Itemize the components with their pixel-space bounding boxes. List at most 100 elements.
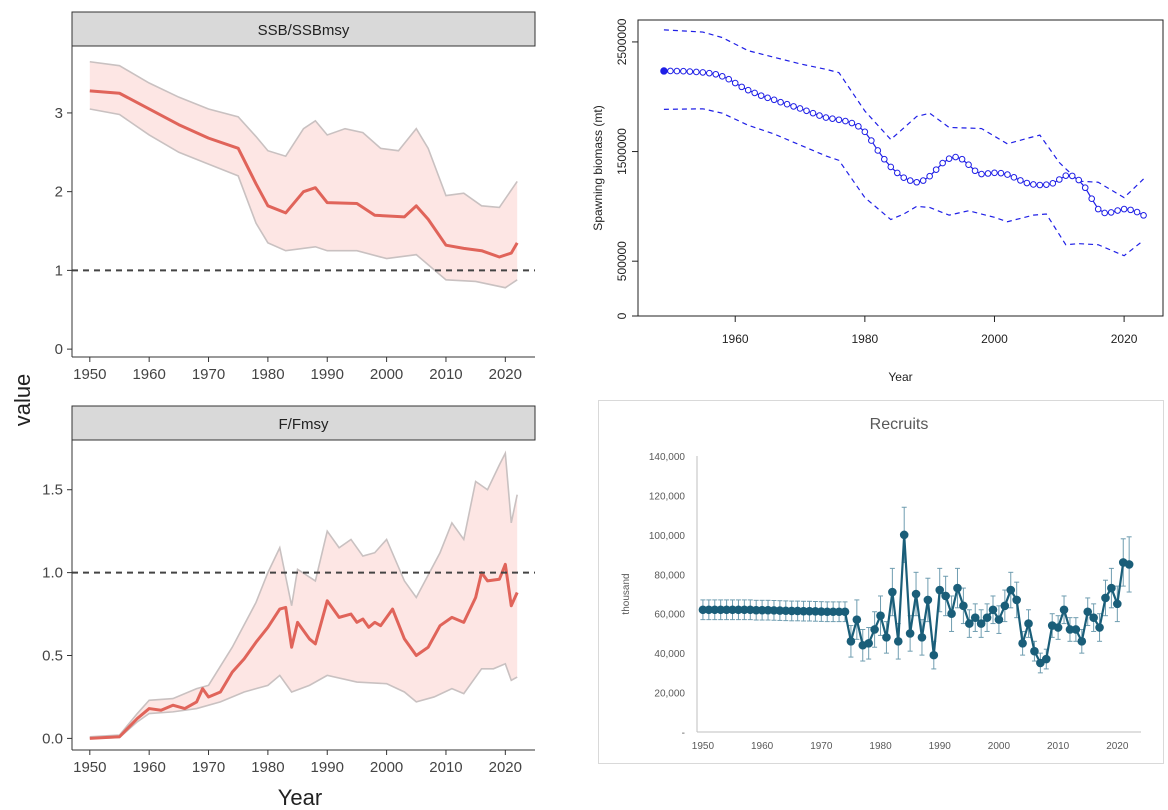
- recruits-point: [970, 613, 980, 622]
- plot-border: [637, 19, 1164, 317]
- x-tick-label: 1980: [869, 741, 892, 752]
- estimate-point: [1010, 174, 1018, 181]
- estimate-point: [796, 105, 804, 112]
- estimate-point: [1133, 208, 1141, 216]
- estimate-point: [945, 155, 953, 162]
- recruits-point: [822, 607, 832, 617]
- recruits-point: [734, 605, 743, 615]
- y-tick-label: -: [682, 728, 685, 739]
- x-tick-label: 2010: [429, 366, 462, 383]
- y-axis-title: Spawning biomass (mt): [591, 105, 605, 230]
- x-tick-label: 1950: [692, 741, 715, 752]
- recruits-point: [1059, 605, 1069, 615]
- recruits-point: [828, 607, 838, 617]
- estimate-point: [965, 161, 972, 169]
- x-tick-label: 2010: [1047, 741, 1070, 752]
- recruits-point: [893, 637, 903, 646]
- estimate-point: [997, 169, 1005, 177]
- estimate-point: [1049, 180, 1057, 187]
- estimate-point: [790, 103, 797, 110]
- x-tick-label: 2010: [429, 759, 462, 776]
- x-tick-label: 1970: [810, 741, 833, 752]
- estimate-point: [777, 98, 784, 106]
- estimate-point: [693, 68, 700, 76]
- x-tick-label: 1950: [73, 366, 106, 383]
- recruits-point: [988, 605, 998, 615]
- facet-chart-left: value Year SSB/SSBmsy 0 1 2 3 1950 1960 1970 198…: [10, 11, 536, 810]
- recruits-point: [722, 605, 731, 615]
- x-tick-label: 1960: [722, 332, 749, 346]
- y-tick-label: 0: [615, 312, 629, 319]
- recruits-point: [965, 619, 974, 628]
- estimate-point: [660, 67, 668, 75]
- estimate-point: [803, 107, 810, 115]
- recruits-point: [870, 625, 879, 634]
- estimate-point: [874, 147, 882, 154]
- estimate-point: [900, 174, 908, 181]
- recruits-point: [953, 583, 962, 593]
- recruits-point: [799, 606, 808, 616]
- y-tick-label: 40,000: [654, 649, 685, 660]
- y-tick-label: 0.5: [42, 648, 63, 665]
- y-tick-label: 1: [55, 262, 63, 279]
- y-tick-label: 20,000: [654, 689, 685, 700]
- facet-ssb-ssbmsy: SSB/SSBmsy 0 1 2 3 1950 1960 1970 1980 1990 2000 20…: [55, 11, 536, 383]
- recruits-point: [1107, 583, 1116, 593]
- estimate-point: [978, 170, 985, 178]
- x-tick-label: 1990: [311, 366, 344, 383]
- recruits-point: [840, 607, 850, 617]
- recruits-point: [905, 629, 915, 638]
- estimate-point: [1120, 205, 1128, 213]
- estimate-point: [958, 155, 966, 163]
- estimate-point: [1127, 206, 1134, 214]
- y-tick-label: 500000: [615, 241, 629, 281]
- chart-title: Recruits: [870, 416, 929, 433]
- y-tick-label: 120,000: [649, 491, 686, 502]
- recruits-point: [976, 619, 986, 628]
- estimate-point: [906, 177, 914, 184]
- x-tick-label: 2000: [981, 332, 1008, 346]
- y-tick-label: 100,000: [649, 531, 686, 542]
- recruits-point: [728, 605, 737, 615]
- x-tick-label: 2020: [1106, 741, 1129, 752]
- y-tick-label: 3: [55, 105, 63, 122]
- recruits-point: [834, 607, 844, 617]
- recruits-line: [702, 533, 1130, 665]
- recruits-point: [899, 530, 909, 540]
- estimate-point: [783, 100, 791, 108]
- upper-bound-line: [89, 60, 518, 209]
- estimate-point: [712, 70, 720, 78]
- recruits-point: [1065, 625, 1075, 634]
- recruits-point: [1053, 623, 1063, 632]
- estimate-point: [952, 153, 959, 161]
- estimate-line: [663, 70, 1144, 216]
- x-tick-label: 1970: [192, 759, 225, 776]
- recruits-point: [716, 605, 725, 615]
- y-tick-label: 1.0: [42, 565, 63, 582]
- recruits-point: [911, 589, 921, 599]
- estimate-point: [744, 86, 752, 94]
- estimate-point: [731, 79, 739, 87]
- estimate-point: [667, 67, 674, 75]
- estimate-point: [842, 117, 849, 125]
- estimate-point: [855, 123, 862, 130]
- estimate-point: [757, 92, 765, 99]
- estimate-point: [699, 69, 707, 76]
- estimate-point: [829, 115, 836, 122]
- lower-ci-line: [663, 108, 1144, 257]
- uncertainty-ribbon: [89, 61, 518, 288]
- estimate-point: [751, 89, 758, 97]
- x-tick-label: 2020: [489, 366, 522, 383]
- recruits-point: [787, 606, 797, 616]
- recruits-point: [1095, 623, 1104, 632]
- recruits-point: [959, 601, 968, 611]
- recruits-point: [982, 613, 992, 622]
- estimate-point: [932, 166, 940, 173]
- y-tick-label: 140,000: [649, 452, 686, 463]
- recruits-point: [1041, 654, 1051, 664]
- estimate-point: [770, 96, 778, 104]
- recruits-point: [1071, 625, 1081, 634]
- estimate-point: [1101, 209, 1108, 217]
- x-tick-label: 1970: [192, 366, 225, 383]
- recruits-point: [704, 605, 714, 615]
